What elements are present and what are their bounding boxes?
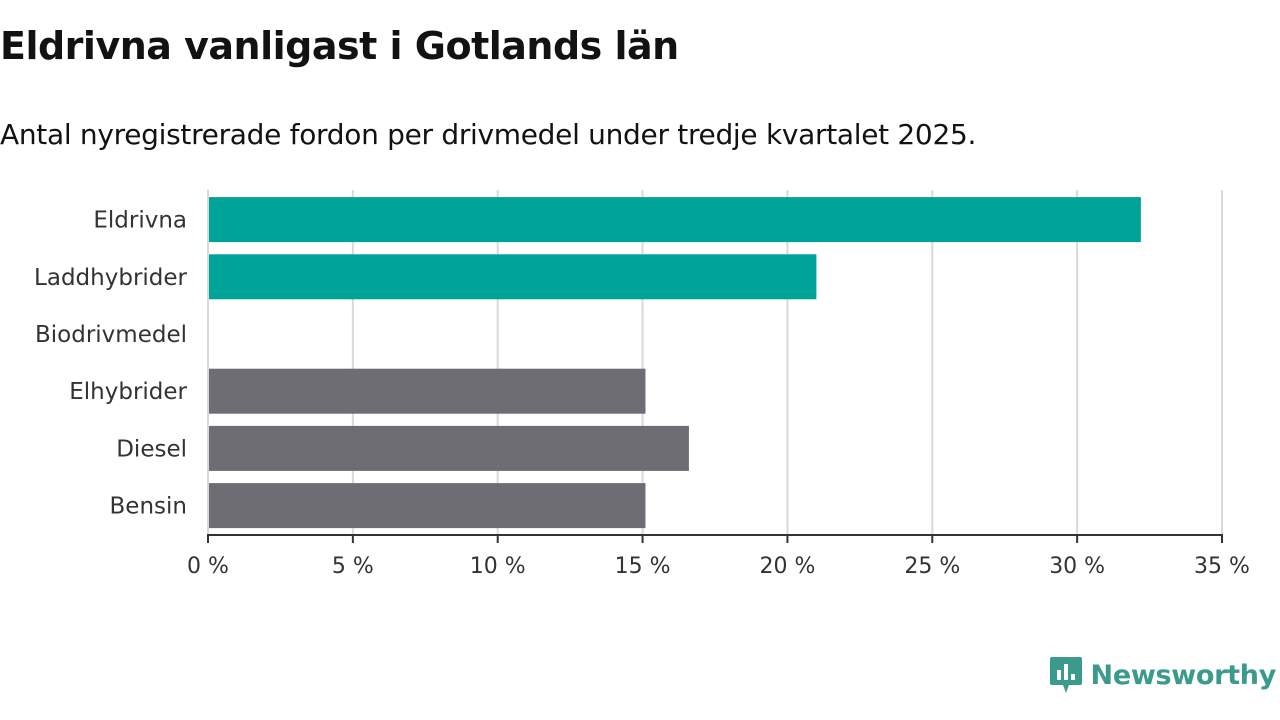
brand-name: Newsworthy <box>1090 659 1277 691</box>
x-tick-label: 0 % <box>187 554 229 579</box>
x-tick-label: 30 % <box>1049 554 1105 579</box>
brand-logo[interactable]: Newsworthy <box>1049 655 1276 695</box>
category-labels: Eldrivna Laddhybrider Biodrivmedel Elhybrid… <box>34 208 187 520</box>
category-label: Biodrivmedel <box>35 322 187 348</box>
x-tick-label: 20 % <box>759 554 815 579</box>
x-tick-label: 35 % <box>1194 554 1250 579</box>
gridlines <box>351 190 1223 535</box>
chart-title: Eldrivna vanligast i Gotlands län <box>0 24 679 68</box>
newsworthy-logo-icon <box>1049 657 1082 693</box>
bars <box>208 197 1141 529</box>
x-tick-label: 25 % <box>904 554 960 579</box>
bar-diesel[interactable] <box>208 425 689 471</box>
category-label: Elhybrider <box>69 379 187 405</box>
x-tick-label: 10 % <box>470 554 526 579</box>
category-label: Eldrivna <box>93 208 187 234</box>
category-label: Bensin <box>110 494 187 520</box>
bar-bensin[interactable] <box>208 483 646 529</box>
bar-elhybrider[interactable] <box>208 368 646 414</box>
x-tick-label: 15 % <box>615 554 671 579</box>
category-label: Diesel <box>116 436 187 462</box>
x-axis: 0 % 5 % 10 % 15 % 20 % 25 % 30 % 35 % <box>187 190 1250 579</box>
category-label: Laddhybrider <box>34 265 187 291</box>
chart-subtitle: Antal nyregistrerade fordon per drivmede… <box>0 118 977 151</box>
bar-eldrivna[interactable] <box>208 197 1141 243</box>
x-tick-label: 5 % <box>332 554 374 579</box>
bar-laddhybrider[interactable] <box>208 254 817 300</box>
